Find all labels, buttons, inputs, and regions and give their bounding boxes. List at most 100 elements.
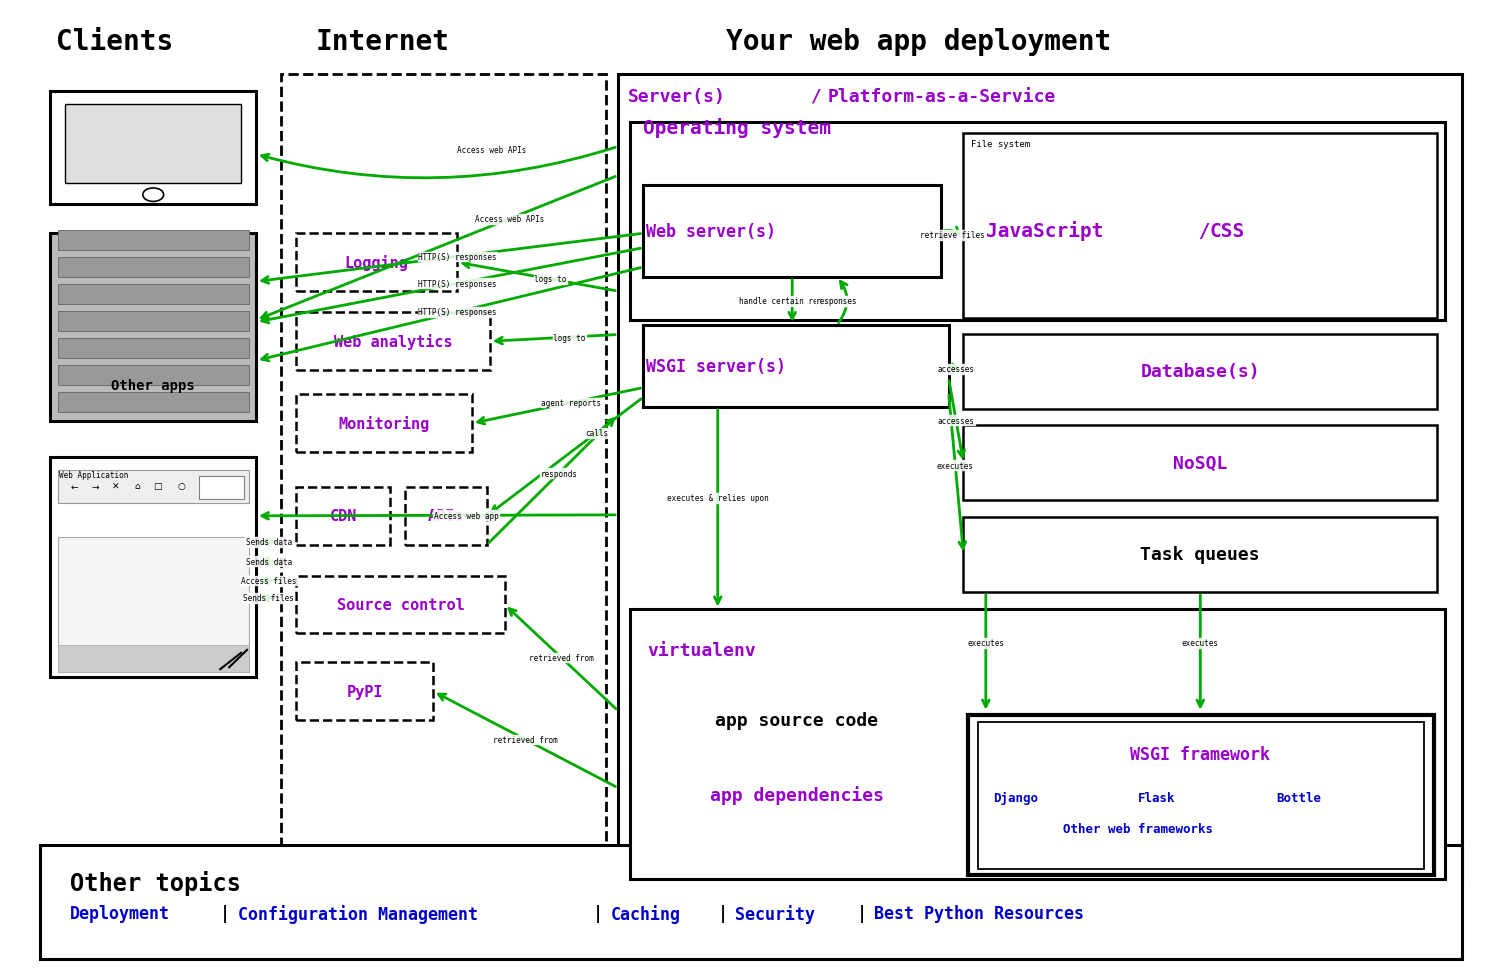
Text: Operating system: Operating system — [643, 117, 831, 138]
Text: |: | — [718, 904, 728, 922]
Text: Web analytics: Web analytics — [333, 334, 453, 350]
Text: calls: calls — [585, 429, 608, 438]
Text: Task queues: Task queues — [1141, 546, 1260, 564]
Text: Other web frameworks: Other web frameworks — [1063, 822, 1212, 835]
Text: ✕: ✕ — [112, 482, 120, 491]
Bar — [51, 234, 256, 422]
Text: □: □ — [154, 482, 161, 491]
Text: app source code: app source code — [715, 711, 878, 730]
Bar — [58, 339, 248, 359]
Bar — [51, 457, 256, 677]
Text: HTTP(S) responses: HTTP(S) responses — [419, 253, 496, 262]
Text: HTTP(S) responses: HTTP(S) responses — [419, 308, 496, 317]
Text: WSGI framework: WSGI framework — [1130, 745, 1271, 764]
Text: |: | — [220, 904, 230, 922]
Text: Access web APIs: Access web APIs — [456, 145, 526, 154]
Text: Access web APIs: Access web APIs — [474, 215, 544, 224]
Text: Your web app deployment: Your web app deployment — [727, 28, 1111, 56]
Bar — [643, 326, 948, 407]
Bar — [296, 487, 390, 546]
Bar — [58, 645, 248, 672]
Text: |: | — [594, 904, 602, 922]
Bar — [296, 313, 490, 371]
Bar — [963, 425, 1437, 501]
Text: Database(s): Database(s) — [1141, 362, 1260, 381]
Bar — [405, 487, 487, 546]
Text: Deployment: Deployment — [70, 904, 170, 922]
Bar — [296, 663, 434, 721]
Text: HTTP(S) responses: HTTP(S) responses — [419, 280, 496, 289]
Bar — [51, 91, 256, 205]
Text: handle certain requests: handle certain requests — [739, 297, 845, 306]
Text: WSGI server(s): WSGI server(s) — [646, 358, 786, 376]
Text: JavaScript: JavaScript — [985, 221, 1103, 241]
Bar — [643, 186, 942, 277]
Text: Security: Security — [736, 904, 815, 922]
Text: Web Application: Web Application — [60, 470, 129, 479]
Bar — [58, 366, 248, 386]
Text: retrieved from: retrieved from — [493, 735, 558, 744]
Text: |: | — [857, 904, 867, 922]
Text: retrieve files: retrieve files — [919, 231, 985, 240]
Text: logs to: logs to — [553, 333, 586, 342]
Text: virtualenv: virtualenv — [647, 641, 756, 659]
Text: ←: ← — [70, 482, 78, 491]
Text: Access files: Access files — [241, 577, 296, 585]
Bar — [40, 845, 1462, 958]
Text: CSS: CSS — [1209, 222, 1244, 240]
Bar — [66, 105, 241, 184]
Text: Logging: Logging — [345, 255, 408, 271]
Text: executes: executes — [967, 639, 1005, 647]
Text: Caching: Caching — [611, 904, 680, 922]
Text: /: / — [1187, 222, 1211, 240]
Bar — [978, 723, 1423, 869]
Text: Bottle: Bottle — [1277, 791, 1322, 804]
Bar — [629, 123, 1444, 321]
Bar — [963, 334, 1437, 409]
Bar — [963, 134, 1437, 319]
Text: →: → — [91, 482, 99, 491]
Bar — [296, 395, 472, 453]
Bar — [58, 232, 248, 250]
Bar — [58, 471, 248, 504]
Bar — [617, 75, 1462, 885]
Text: executes: executes — [1181, 639, 1218, 647]
Text: Clients: Clients — [55, 28, 173, 56]
Text: executes & relies upon: executes & relies upon — [667, 494, 768, 503]
Text: Best Python Resources: Best Python Resources — [875, 904, 1084, 922]
Text: retrieved from: retrieved from — [529, 653, 594, 663]
Text: Access web app: Access web app — [434, 512, 498, 520]
Bar — [58, 285, 248, 304]
Bar — [963, 517, 1437, 592]
Text: APIs: APIs — [428, 509, 463, 524]
Text: Flask: Flask — [1138, 791, 1177, 804]
Text: agent reports: agent reports — [541, 398, 601, 408]
Text: Server(s): Server(s) — [628, 88, 727, 106]
Text: /: / — [800, 88, 833, 106]
Text: executes: executes — [937, 461, 973, 470]
Text: File system: File system — [970, 140, 1030, 148]
Bar — [296, 234, 457, 292]
Bar — [199, 477, 244, 500]
Bar — [58, 312, 248, 331]
Bar — [629, 610, 1444, 880]
Bar — [58, 393, 248, 412]
Text: Sends files: Sends files — [244, 594, 295, 603]
Text: ○: ○ — [178, 482, 185, 491]
Text: PyPI: PyPI — [347, 684, 383, 700]
Text: NoSQL: NoSQL — [1174, 454, 1227, 472]
Bar — [296, 576, 505, 634]
Text: Source control: Source control — [336, 598, 465, 612]
Text: Monitoring: Monitoring — [338, 416, 429, 432]
Text: Other topics: Other topics — [70, 870, 241, 894]
Text: Platform-as-a-Service: Platform-as-a-Service — [828, 88, 1057, 106]
Text: Django: Django — [993, 791, 1038, 804]
Text: Web server(s): Web server(s) — [646, 223, 776, 241]
Text: responds: responds — [540, 469, 577, 478]
Text: Internet: Internet — [315, 28, 450, 56]
Text: Sends data: Sends data — [245, 538, 292, 547]
Bar — [281, 75, 605, 885]
Text: accesses: accesses — [937, 365, 975, 374]
Text: Sends data: Sends data — [245, 557, 292, 566]
Text: accesses: accesses — [937, 417, 975, 425]
